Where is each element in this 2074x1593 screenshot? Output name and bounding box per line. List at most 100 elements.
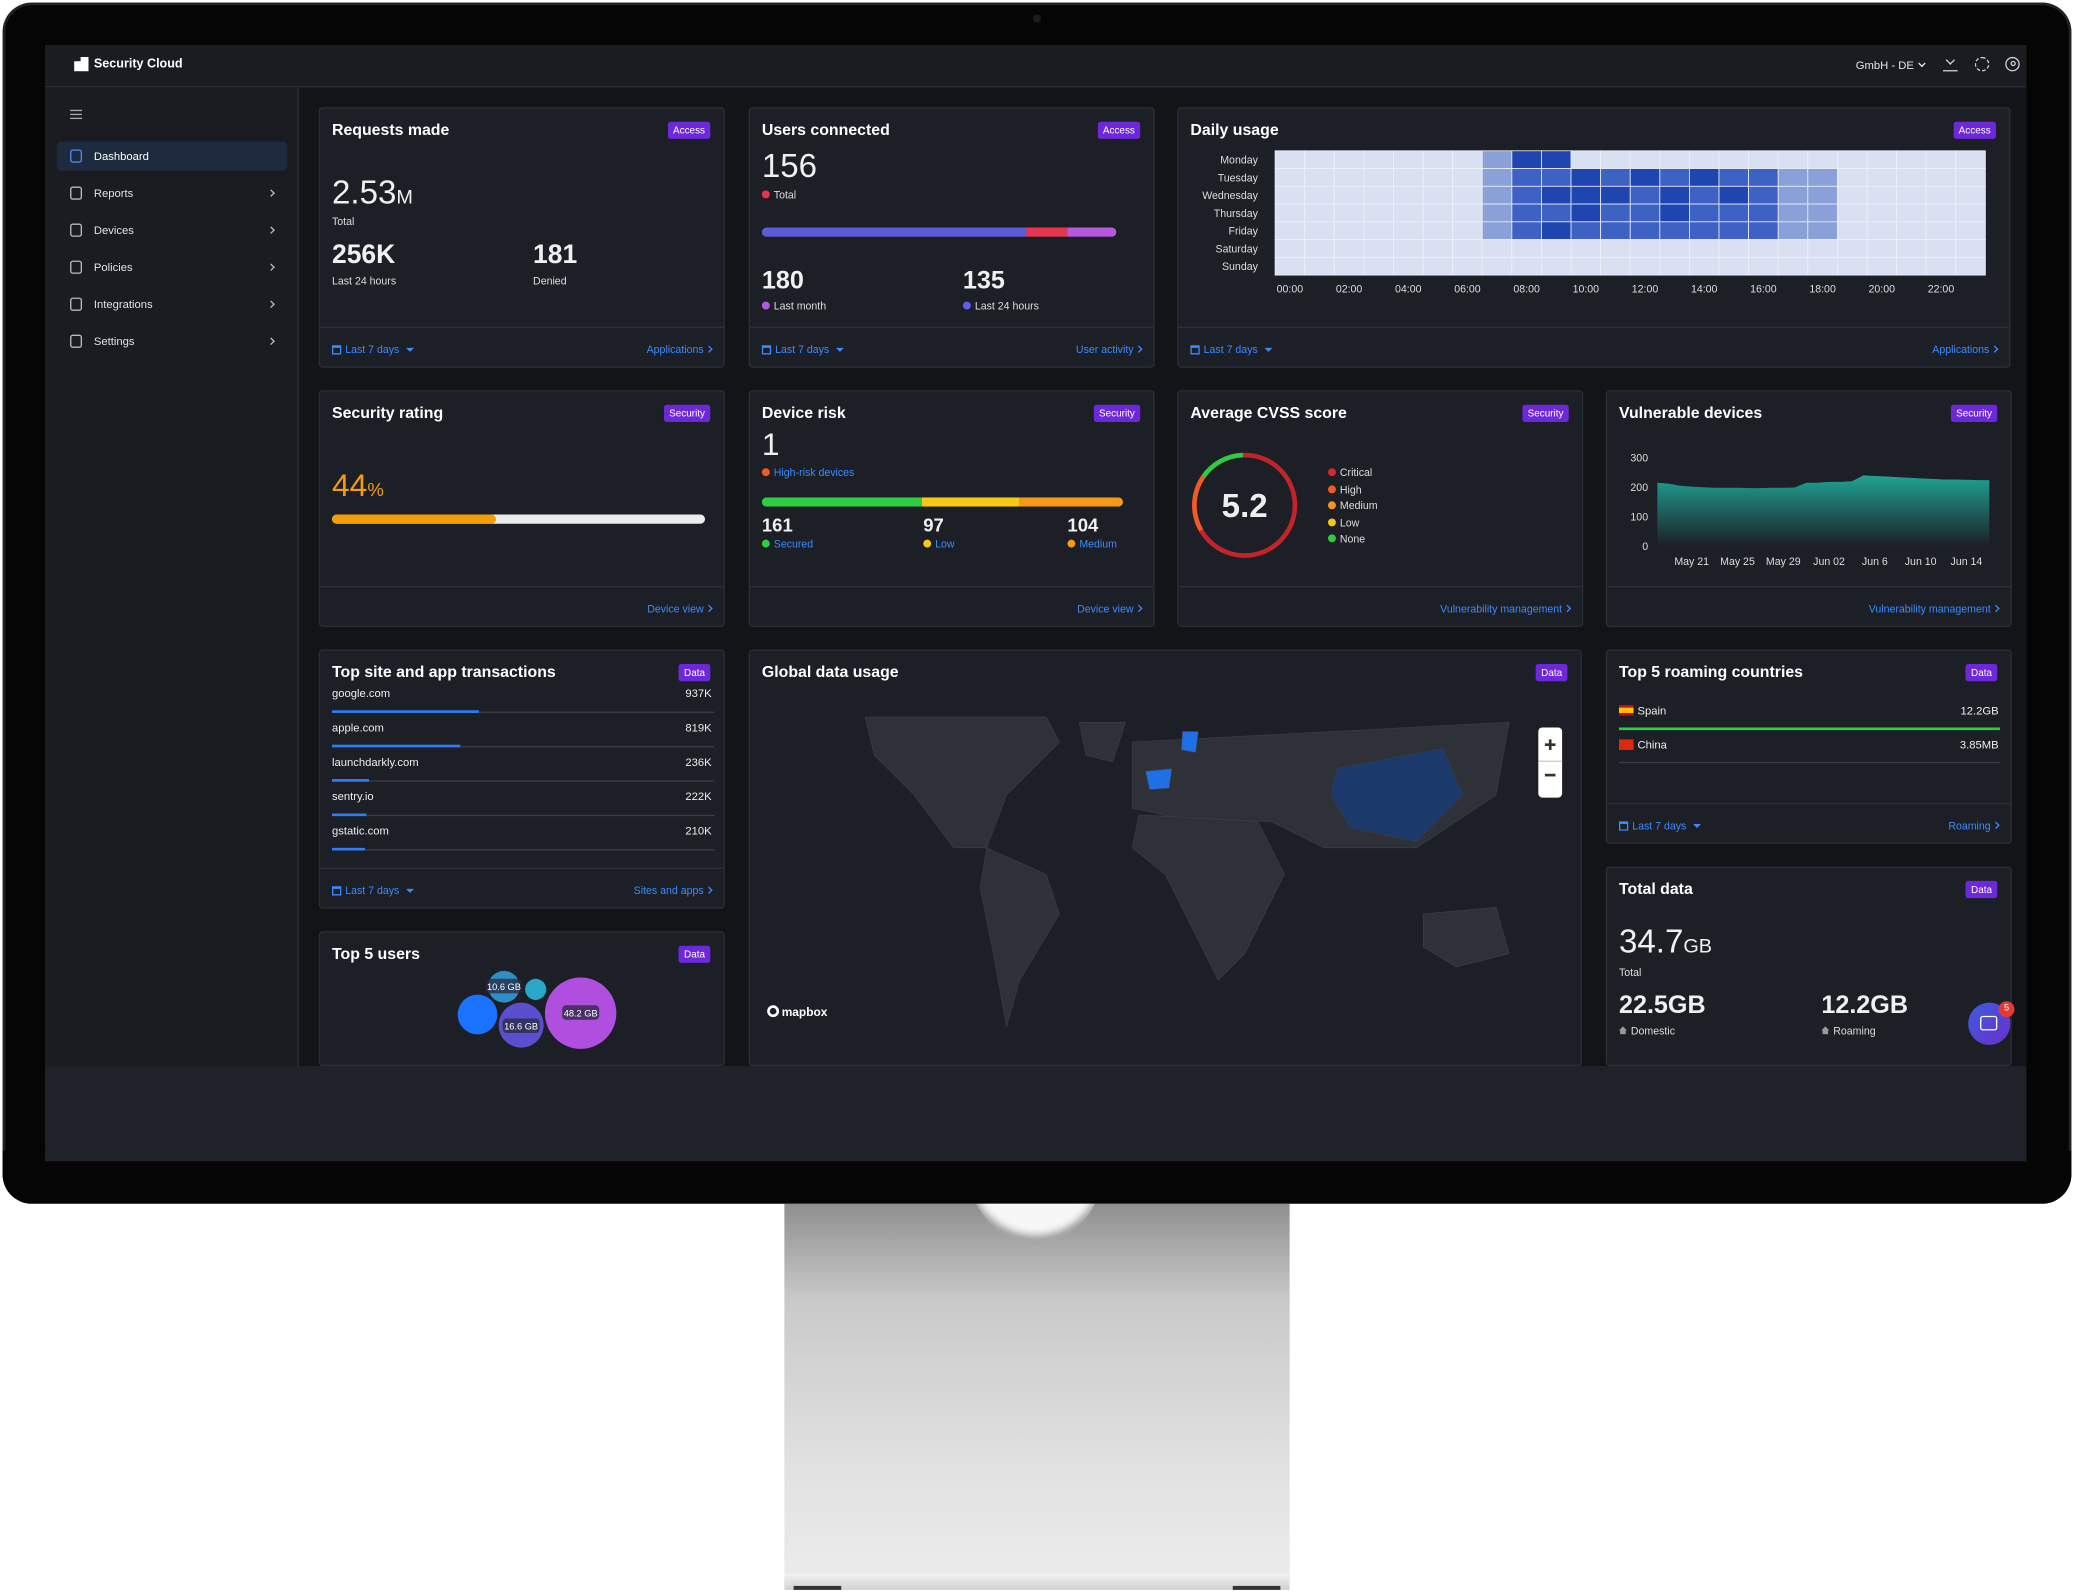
chevron	[1563, 604, 1572, 613]
card-link[interactable]: Vulnerability management	[1869, 603, 2000, 615]
heatmap-cell	[1274, 221, 1306, 240]
heatmap-cell	[1807, 185, 1838, 205]
card-link[interactable]: Sites and apps	[634, 885, 713, 897]
heatmap-cell	[1511, 221, 1542, 240]
nav-label: Settings	[93, 334, 135, 348]
stat-label: Domestic	[1618, 1025, 1675, 1037]
heatmap-cell	[1481, 239, 1513, 258]
map-attribution: mapbox	[767, 1005, 827, 1018]
user-bubble	[457, 994, 498, 1035]
stat-label: Last 24 hours	[331, 275, 397, 288]
country-usage: 3.85MB	[1959, 738, 1999, 752]
heatmap-cell	[1807, 221, 1838, 240]
nav-item[interactable]: Devices	[57, 216, 287, 245]
heatmap-cell	[1363, 256, 1394, 276]
heatmap-cell	[1777, 256, 1809, 276]
legend-label: Low	[1339, 516, 1360, 529]
zoom-out[interactable]	[1538, 762, 1562, 798]
nav-item[interactable]: Reports	[57, 179, 287, 208]
stand-edge	[784, 1574, 1290, 1590]
nav-item[interactable]: Integrations	[57, 290, 287, 319]
usage-bar-segment	[1067, 227, 1117, 237]
link-label: Vulnerability management	[1440, 603, 1563, 616]
heatmap-cell	[1748, 239, 1779, 258]
heatmap-cell	[1511, 239, 1542, 258]
heatmap-cell	[1333, 168, 1365, 187]
risk-bar-segment	[922, 497, 1020, 507]
score-track	[331, 514, 706, 524]
heatmap-cell	[1748, 185, 1779, 205]
nav-item[interactable]: Policies	[57, 253, 287, 282]
account-head	[2009, 60, 2016, 66]
area	[1657, 475, 1990, 547]
period-selector[interactable]: Last 7 days	[1618, 820, 1701, 832]
heatmap-cell	[1274, 150, 1306, 169]
heatmap-cell	[1333, 185, 1365, 205]
x-tick-label: Jun 10	[1905, 556, 1937, 568]
stat-text: Domestic	[1630, 1025, 1675, 1037]
heatmap-cell	[1333, 203, 1365, 223]
heatmap-cell	[1600, 168, 1631, 187]
risk-bar-segment	[1019, 497, 1123, 507]
zoom-in[interactable]	[1538, 727, 1563, 762]
flag-band	[1618, 707, 1634, 713]
heatmap-cell	[1629, 239, 1661, 258]
heatmap-cell	[1274, 185, 1306, 205]
nav-icon	[70, 149, 83, 163]
score-number: 44	[331, 468, 368, 504]
card-link[interactable]: Applications	[1932, 343, 1999, 356]
menu-toggle[interactable]	[70, 109, 83, 120]
period-selector[interactable]: Last 7 days	[331, 344, 414, 356]
legend-dot	[1327, 468, 1336, 477]
card-requests-made: Requests made Access Last 7 days Applicatio…	[318, 107, 725, 368]
settings-icon[interactable]	[1974, 56, 1990, 72]
cvss-score: 5.2	[1222, 488, 1268, 525]
heatmap-cell	[1837, 203, 1868, 223]
nav-item[interactable]: Dashboard	[56, 141, 288, 171]
score-unit: %	[367, 478, 384, 500]
card-total-data: Total data Data 34.7GB Total 22.5GB Domestic 1…	[1605, 866, 2012, 1067]
y-tick-label: 300	[1630, 453, 1648, 465]
x-tick-label: Jun 6	[1862, 556, 1888, 568]
x-tick-label: Jun 14	[1951, 556, 1983, 568]
card-link[interactable]: Device view	[1077, 603, 1143, 616]
footer-divider	[320, 326, 724, 329]
heatmap-cell	[1452, 256, 1483, 276]
period-selector[interactable]: Last 7 days	[1190, 344, 1273, 356]
area-chart: 0 100 200 300 May 21 May 25 May 29 Jun 02 Jun 6 J…	[1630, 453, 1990, 568]
link-label: Applications	[1932, 343, 1990, 356]
legend-dot	[1327, 517, 1336, 526]
column-label: 02:00	[1336, 283, 1363, 295]
user-bubble	[525, 978, 547, 1000]
site-name: launchdarkly.com	[331, 755, 419, 769]
org-selector[interactable]: GmbH - DE	[1856, 58, 1926, 71]
link-label: Device view	[1077, 603, 1134, 616]
period-label: Last 7 days	[775, 343, 830, 356]
card-link[interactable]: Device view	[647, 603, 713, 615]
heatmap-cell	[1689, 239, 1720, 258]
account-icon[interactable]	[2005, 56, 2020, 72]
heatmap-cell	[1333, 256, 1365, 276]
footer-divider	[749, 585, 1154, 588]
card-link[interactable]: Roaming	[1948, 820, 2000, 832]
period-selector[interactable]: Last 7 days	[761, 343, 844, 356]
app-name[interactable]: Security Cloud	[93, 56, 183, 72]
flag	[1618, 739, 1634, 750]
zoom-control	[1538, 727, 1563, 798]
bubble-label-bg	[485, 978, 523, 994]
card-link[interactable]: Applications	[647, 344, 713, 356]
card-link[interactable]: Vulnerability management	[1440, 603, 1572, 616]
card-link[interactable]: User activity	[1076, 344, 1143, 356]
stat-value: 180	[761, 267, 804, 295]
download-icon[interactable]	[1943, 55, 1958, 72]
footer-divider	[320, 585, 724, 588]
heatmap: Monday Tuesday Wednesday Thursday Friday Satu…	[1202, 150, 1986, 295]
nav-item[interactable]: Settings	[57, 327, 287, 356]
heatmap-cell	[1511, 168, 1542, 187]
heatmap-cell	[1363, 239, 1394, 258]
period-selector[interactable]: Last 7 days	[331, 885, 414, 897]
nav-chevron	[267, 189, 275, 197]
heatmap-cell	[1925, 150, 1957, 169]
